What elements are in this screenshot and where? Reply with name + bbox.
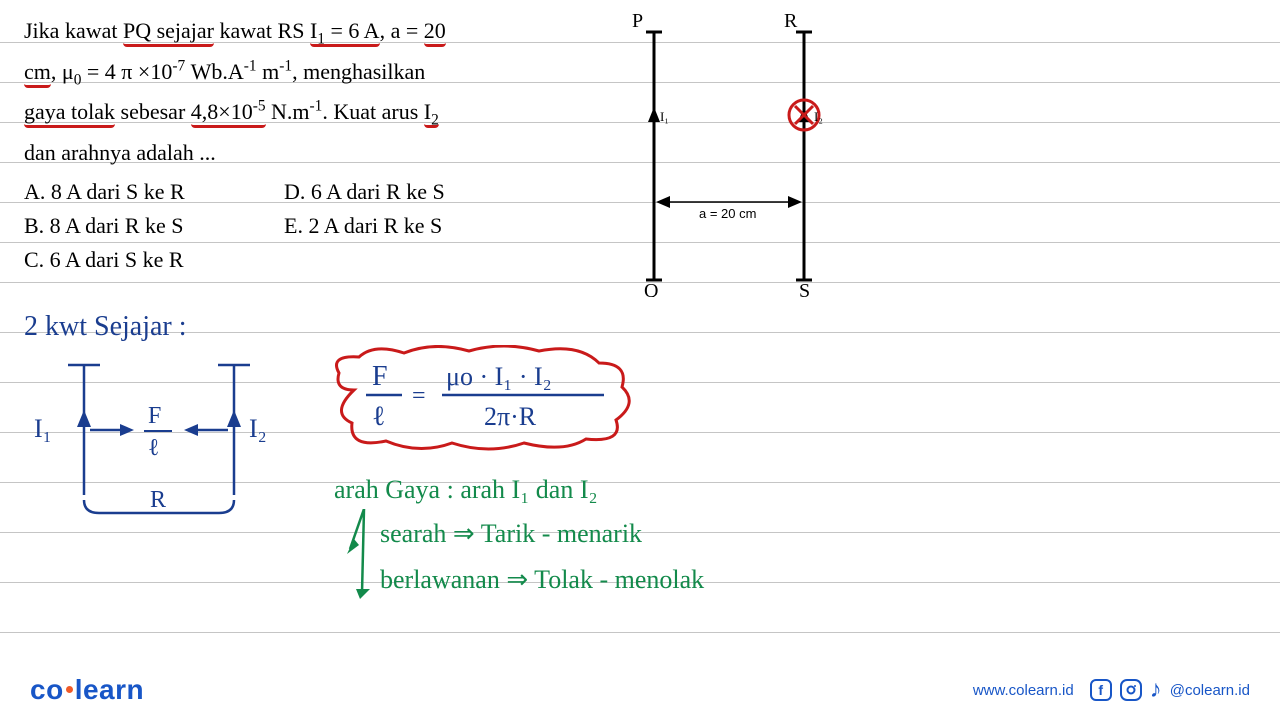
svg-text:=: = bbox=[412, 383, 426, 409]
option-a: A. 8 A dari S ke R bbox=[24, 179, 264, 205]
tiktok-icon[interactable]: ♪ bbox=[1150, 678, 1162, 702]
label-q: Q bbox=[644, 280, 659, 297]
text: Jika kawat bbox=[24, 18, 123, 43]
label-p: P bbox=[632, 12, 643, 32]
hw-sketch: I₁ I₂ F ℓ R bbox=[24, 355, 284, 535]
website-link[interactable]: www.colearn.id bbox=[973, 682, 1074, 699]
hw-note-1: arah Gaya : arah I₁ dan I₂ bbox=[334, 475, 598, 505]
label-a: a = 20 cm bbox=[699, 206, 756, 221]
hw-note-3: berlawanan ⇒ Tolak - menolak bbox=[380, 565, 704, 595]
svg-text:F: F bbox=[148, 403, 161, 429]
hw-note-2: searah ⇒ Tarik - menarik bbox=[380, 519, 642, 549]
label-i2: I₂ bbox=[814, 109, 823, 124]
social-handle: @colearn.id bbox=[1170, 682, 1250, 699]
facebook-icon[interactable]: f bbox=[1090, 679, 1112, 701]
svg-text:2π·R: 2π·R bbox=[484, 402, 537, 431]
label-i1: I₁ bbox=[660, 109, 669, 124]
hw-brace-icon bbox=[344, 509, 384, 601]
option-d: D. 6 A dari R ke S bbox=[284, 179, 524, 205]
svg-text:R: R bbox=[150, 487, 166, 513]
svg-text:ℓ: ℓ bbox=[148, 435, 160, 461]
label-r: R bbox=[784, 12, 798, 32]
brand-logo: colearn bbox=[30, 674, 144, 706]
footer-right: www.colearn.id f ♪ @colearn.id bbox=[973, 678, 1250, 702]
svg-text:I₂: I₂ bbox=[249, 414, 267, 443]
social-icons: f ♪ @colearn.id bbox=[1090, 678, 1250, 702]
hw-title: 2 kwt Sejajar : bbox=[24, 311, 187, 343]
brand-learn: learn bbox=[75, 674, 144, 705]
problem-area: Jika kawat PQ sejajar kawat RS I1 = 6 A,… bbox=[24, 12, 1256, 297]
problem-text: Jika kawat PQ sejajar kawat RS I1 = 6 A,… bbox=[24, 12, 584, 171]
brand-co: co bbox=[30, 674, 64, 705]
brand-dot-icon bbox=[66, 686, 73, 693]
instagram-icon[interactable] bbox=[1120, 679, 1142, 701]
option-b: B. 8 A dari R ke S bbox=[24, 213, 264, 239]
svg-text:μo · I₁ · I₂: μo · I₁ · I₂ bbox=[446, 362, 552, 391]
label-s: S bbox=[799, 280, 810, 297]
svg-text:F: F bbox=[372, 361, 388, 392]
hw-formula-cloud: F ℓ = μo · I₁ · I₂ 2π·R bbox=[324, 345, 644, 455]
svg-text:ℓ: ℓ bbox=[372, 401, 385, 432]
footer: colearn www.colearn.id f ♪ @colearn.id bbox=[0, 660, 1280, 720]
option-c: C. 6 A dari S ke R bbox=[24, 247, 264, 273]
problem-diagram: P R Q S I₁ I₂ a = 20 cm bbox=[604, 12, 894, 297]
handwriting-area: 2 kwt Sejajar : I₁ I₂ F ℓ R F bbox=[24, 305, 1256, 655]
svg-text:I₁: I₁ bbox=[34, 414, 52, 443]
underlined-text: PQ sejajar bbox=[123, 18, 214, 47]
option-e: E. 2 A dari R ke S bbox=[284, 213, 524, 239]
